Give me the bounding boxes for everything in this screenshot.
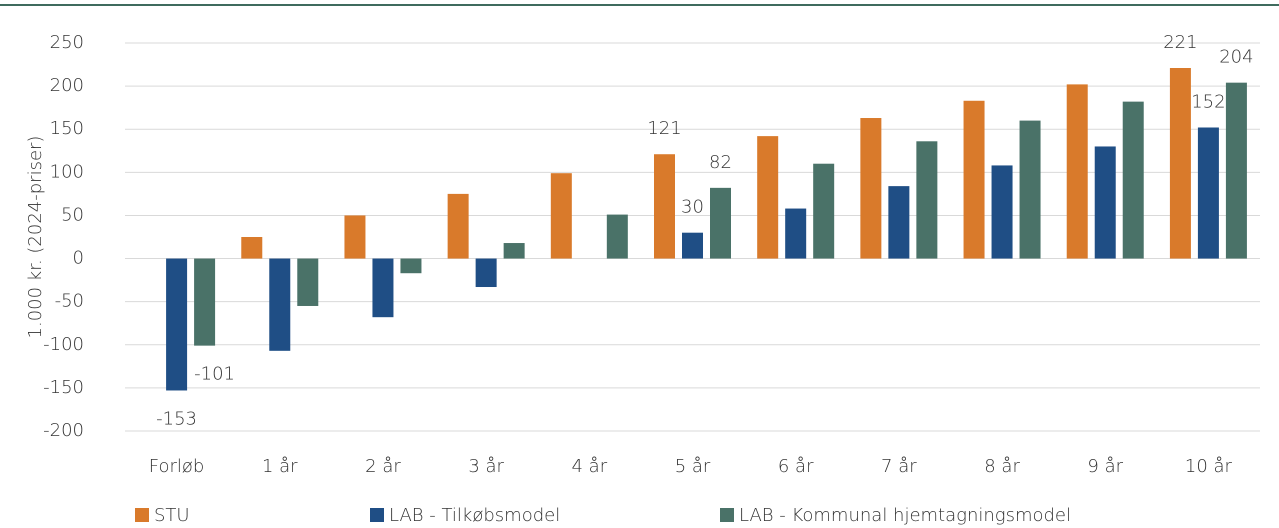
data-label: 30	[681, 197, 704, 218]
bar	[991, 165, 1013, 259]
y-tick-label: 50	[61, 204, 84, 225]
bar	[606, 214, 628, 259]
x-tick-label: 9 år	[1087, 456, 1123, 477]
bar	[963, 100, 985, 259]
y-tick-label: -100	[43, 334, 84, 355]
y-tick-label: 0	[73, 248, 84, 269]
data-label: 82	[709, 152, 732, 173]
x-tick-label: 5 år	[675, 456, 711, 477]
x-tick-label: 4 år	[572, 456, 608, 477]
x-tick-label: 6 år	[778, 456, 814, 477]
bar	[372, 258, 394, 318]
y-tick-label: 250	[50, 32, 84, 53]
data-label: 221	[1163, 32, 1197, 53]
data-label: 152	[1191, 91, 1225, 112]
bar	[1066, 84, 1088, 259]
legend-label: STU	[154, 505, 190, 526]
bar	[241, 237, 263, 259]
bar	[813, 163, 835, 259]
y-tick-label: -150	[43, 377, 84, 398]
bar	[166, 258, 188, 391]
bar	[785, 208, 807, 259]
y-tick-label: -50	[55, 291, 84, 312]
data-label: -153	[156, 408, 197, 429]
bar	[888, 186, 910, 259]
bar	[682, 232, 703, 259]
bar	[654, 154, 675, 259]
legend-swatch	[370, 508, 384, 522]
legend-label: LAB - Kommunal hjemtagningsmodel	[739, 505, 1071, 526]
bar	[757, 136, 779, 259]
y-tick-label: -200	[43, 420, 84, 441]
bar	[1019, 120, 1041, 259]
bar	[344, 215, 366, 259]
bar	[1094, 146, 1116, 259]
bar	[269, 258, 291, 351]
y-tick-label: 100	[50, 161, 84, 182]
x-tick-label: 8 år	[984, 456, 1020, 477]
bar	[475, 258, 497, 288]
data-label: 121	[647, 118, 681, 139]
bar	[1225, 82, 1247, 259]
bar	[194, 258, 216, 346]
y-tick-label: 200	[50, 75, 84, 96]
bar	[400, 258, 422, 274]
bar	[447, 193, 469, 259]
x-tick-label: 3 år	[468, 456, 504, 477]
bar	[503, 243, 525, 259]
legend-swatch	[720, 508, 734, 522]
bar	[710, 187, 731, 259]
legend-label: LAB - Tilkøbsmodel	[389, 505, 560, 526]
bar	[297, 258, 319, 306]
bar	[1197, 127, 1219, 259]
bar	[860, 118, 882, 259]
legend-swatch	[135, 508, 149, 522]
bar	[1169, 68, 1191, 259]
x-tick-label: Forløb	[149, 456, 205, 477]
bar	[550, 173, 572, 259]
x-tick-label: 2 år	[365, 456, 401, 477]
x-tick-label: 1 år	[262, 456, 298, 477]
x-tick-label: 7 år	[881, 456, 917, 477]
bar	[916, 141, 938, 259]
data-label: 204	[1219, 47, 1253, 68]
y-tick-label: 150	[50, 118, 84, 139]
y-axis-title: 1.000 kr. (2024-priser)	[25, 136, 46, 339]
bar	[1122, 101, 1144, 259]
data-label: -101	[194, 364, 235, 385]
x-tick-label: 10 år	[1185, 456, 1233, 477]
